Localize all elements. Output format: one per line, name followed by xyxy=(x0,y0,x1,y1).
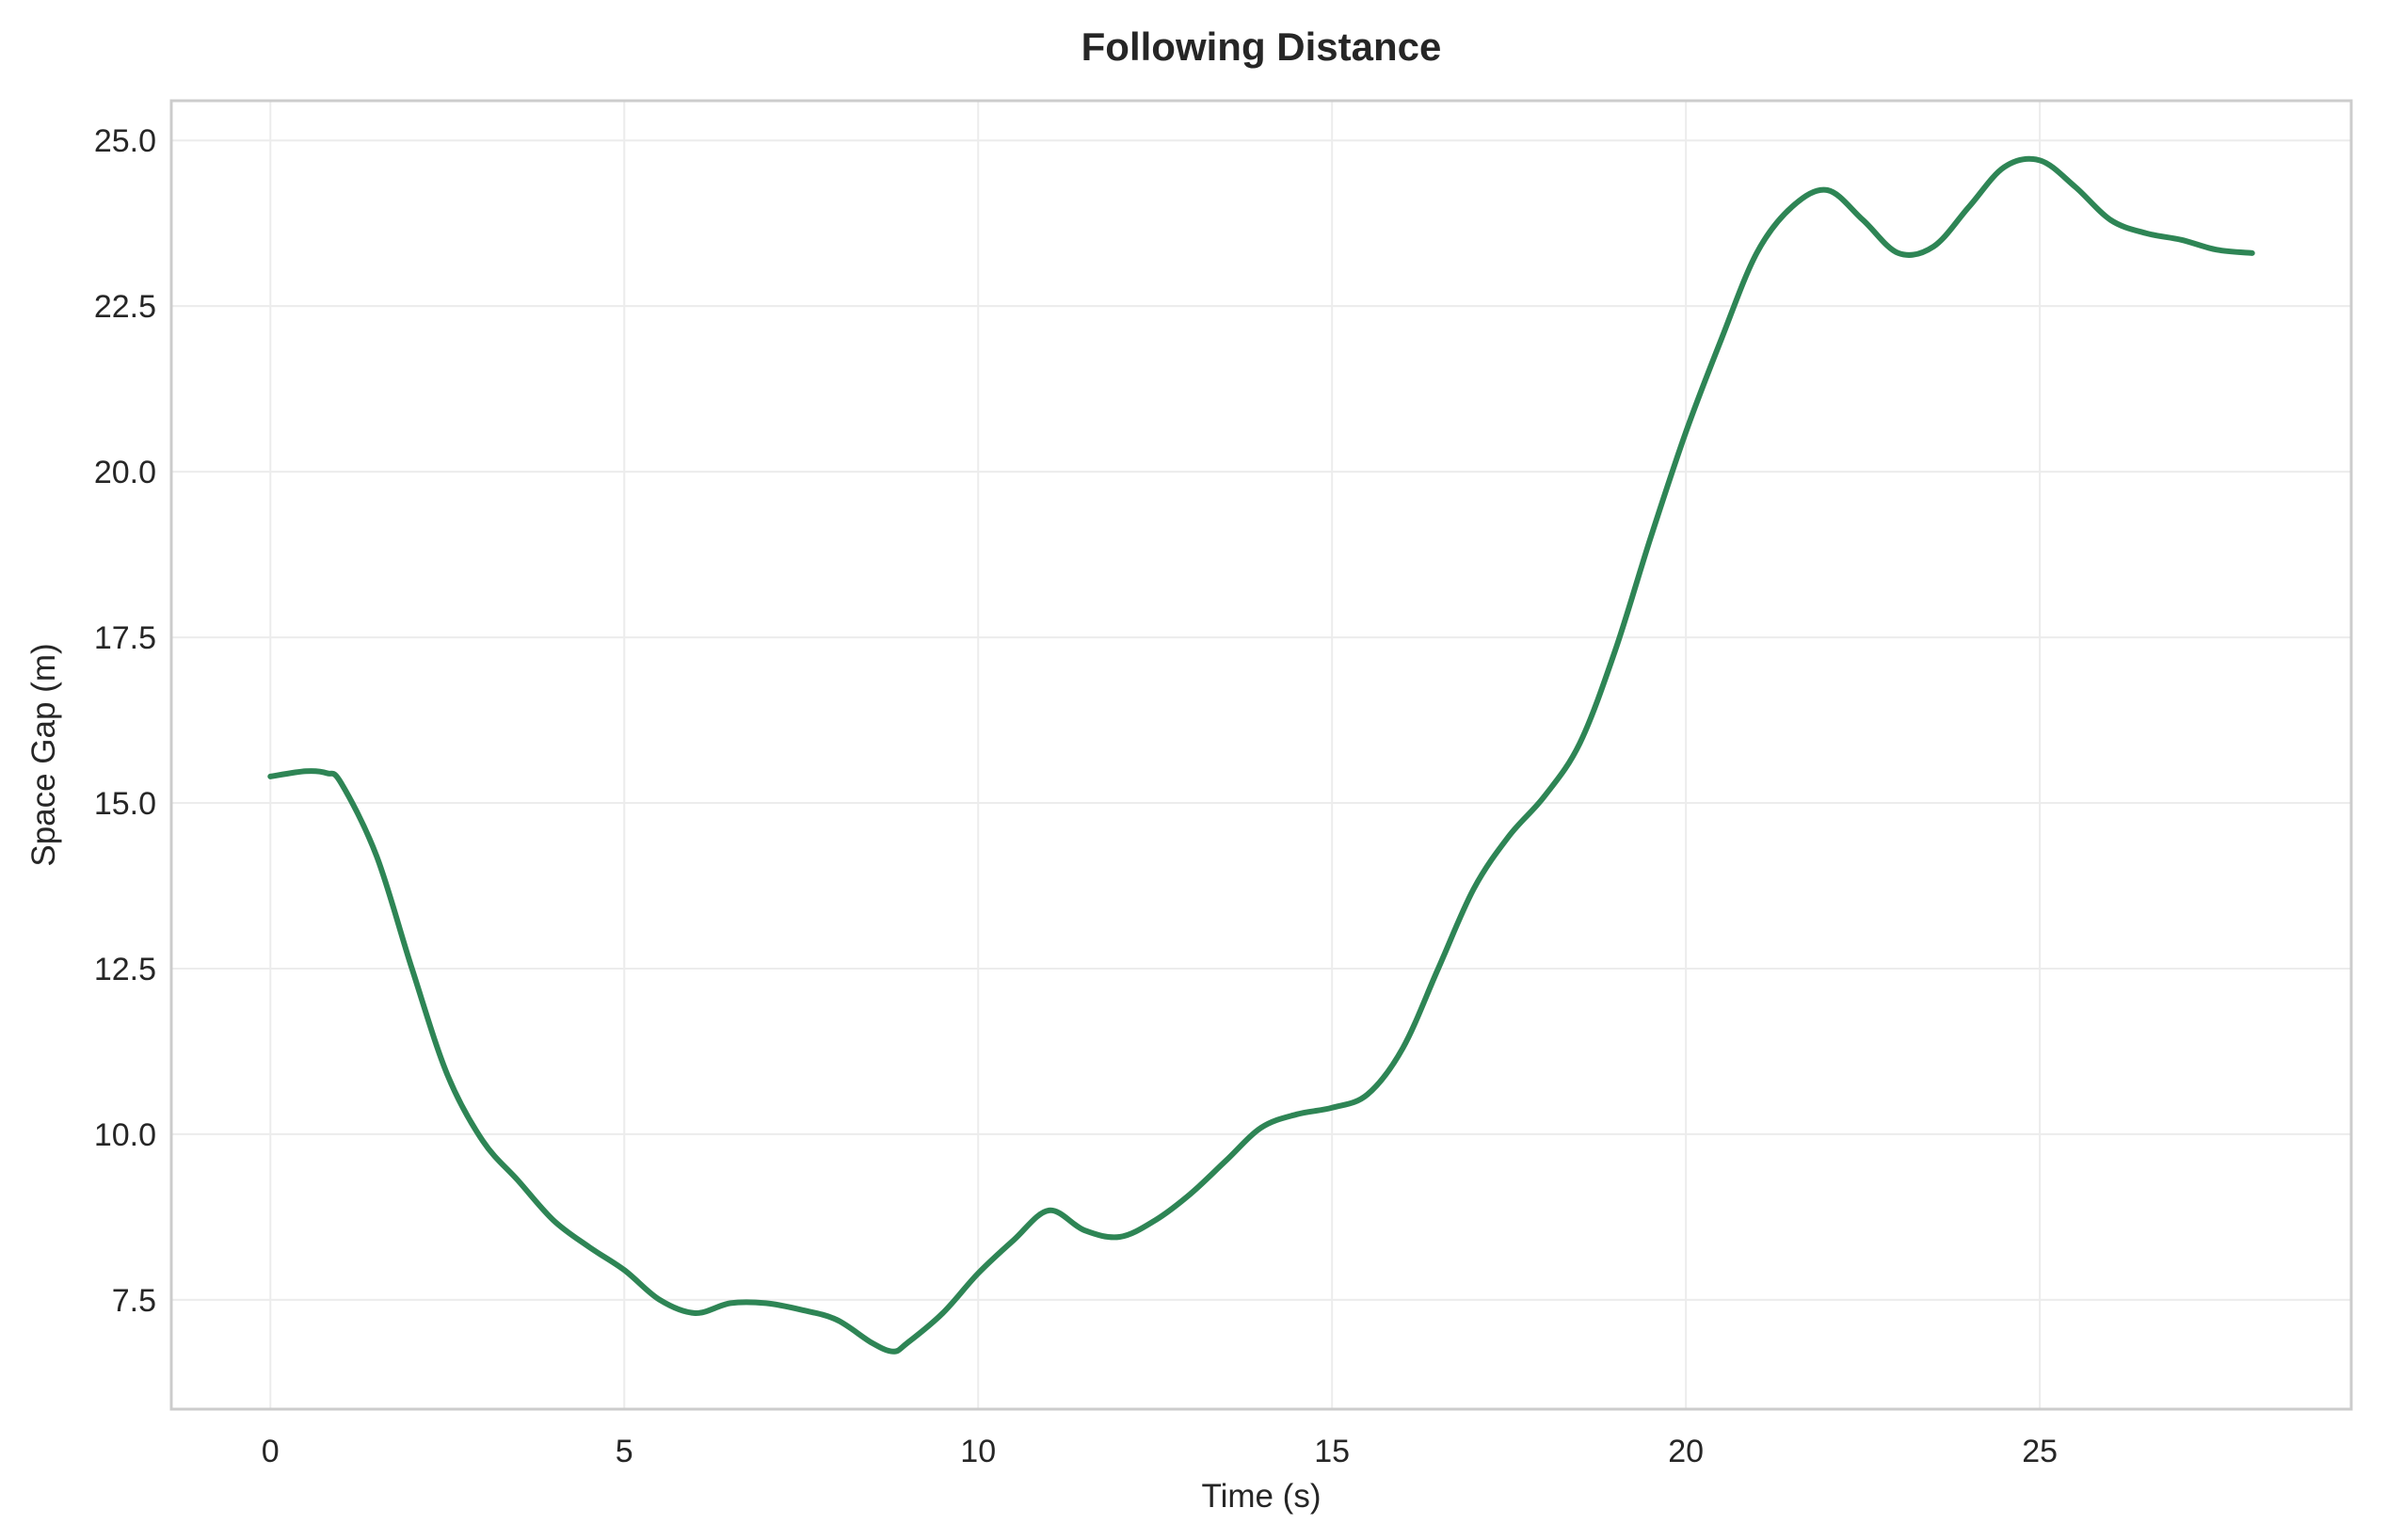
x-tick-label: 10 xyxy=(960,1434,996,1469)
series-lines xyxy=(267,155,2255,1355)
x-tick-label: 15 xyxy=(1314,1434,1350,1469)
y-tick-label: 12.5 xyxy=(94,952,156,987)
x-axis-label: Time (s) xyxy=(1201,1478,1321,1515)
y-axis-ticks: 7.5 10.0 12.5 15.0 17.5 20.0 22.5 25.0 xyxy=(94,123,156,1319)
y-tick-label: 20.0 xyxy=(94,455,156,490)
chart-title: Following Distance xyxy=(1081,24,1442,69)
y-axis-label: Space Gap (m) xyxy=(25,643,62,866)
x-tick-label: 20 xyxy=(1668,1434,1704,1469)
x-axis-ticks: 0 5 10 15 20 25 xyxy=(262,1434,2058,1469)
plot-frame xyxy=(169,99,2353,1411)
y-tick-label: 22.5 xyxy=(94,289,156,325)
x-tick-label: 0 xyxy=(262,1434,280,1469)
y-tick-label: 7.5 xyxy=(112,1283,156,1319)
y-tick-label: 17.5 xyxy=(94,620,156,656)
x-tick-label: 25 xyxy=(2022,1434,2058,1469)
y-tick-label: 15.0 xyxy=(94,786,156,822)
grid xyxy=(171,101,2351,1409)
x-tick-label: 5 xyxy=(616,1434,633,1469)
series-line xyxy=(267,155,2255,1355)
y-tick-label: 10.0 xyxy=(94,1117,156,1153)
y-tick-label: 25.0 xyxy=(94,123,156,159)
